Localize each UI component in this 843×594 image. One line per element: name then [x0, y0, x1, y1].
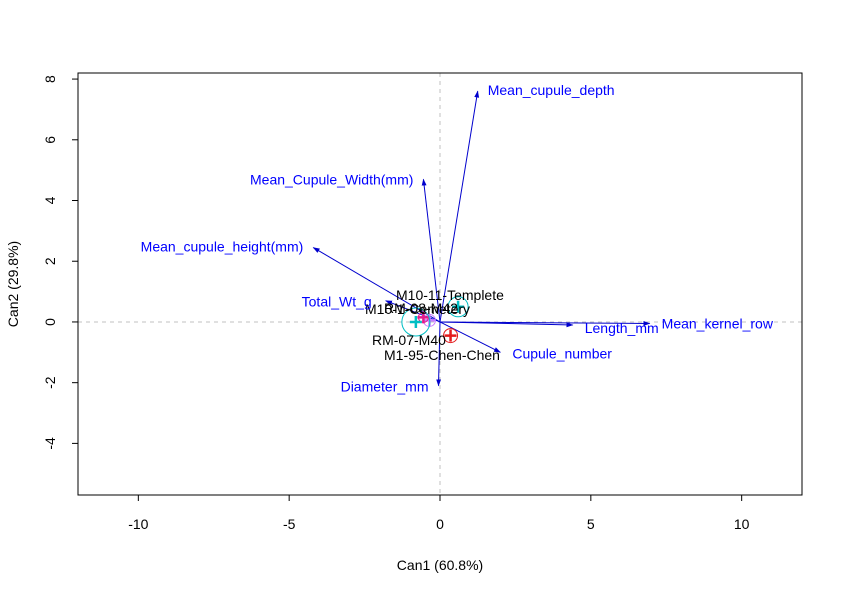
- vector-labels: Mean_cupule_depth Mean_Cupule_Width(mm) Me…: [141, 82, 774, 394]
- group-circle: [447, 296, 469, 318]
- vector-label: Mean_cupule_height(mm): [141, 239, 304, 255]
- group-label: M10-1-Cemetery: [365, 301, 470, 317]
- vector-label: Length_mm: [585, 320, 659, 336]
- variable-vectors: [312, 90, 651, 387]
- vector-arrow: [436, 321, 442, 387]
- group-center-mark: [444, 329, 457, 342]
- vector-arrow: [385, 300, 441, 323]
- group-label: RM-08-M42: [384, 300, 458, 316]
- vector-label: Diameter_mm: [341, 379, 429, 395]
- group-circle: [401, 307, 431, 337]
- vector-arrow: [312, 247, 441, 323]
- group-center-mark: [417, 311, 430, 324]
- vector-label: Mean_cupule_depth: [488, 82, 615, 98]
- y-axis-title: Can2 (29.8%): [5, 241, 21, 327]
- y-tick-label: 4: [42, 196, 58, 204]
- vector-label: Cupule_number: [512, 345, 612, 361]
- vector-label: Mean_Cupule_Width(mm): [250, 171, 413, 187]
- y-axis: -4 -2 0 2 4 6 8: [42, 75, 79, 450]
- group-center-mark: [409, 315, 422, 328]
- group-label: RM-07-M40: [372, 332, 446, 348]
- vector-arrow: [439, 321, 501, 353]
- vector-arrow: [439, 90, 480, 323]
- vector-arrow: [421, 178, 441, 323]
- x-tick-label: 5: [587, 516, 595, 532]
- y-tick-label: 0: [42, 318, 58, 326]
- group-circle: [443, 328, 459, 344]
- group-label: M1-95-Chen-Chen: [384, 347, 500, 363]
- vector-arrow: [439, 320, 651, 326]
- x-tick-label: 0: [436, 516, 444, 532]
- y-tick-label: 8: [42, 75, 58, 83]
- y-tick-label: -4: [42, 437, 58, 450]
- reference-lines: [78, 73, 802, 495]
- y-tick-label: 2: [42, 257, 58, 265]
- vector-label: Mean_kernel_row: [662, 315, 774, 331]
- group-label: M10-11-Templete: [396, 287, 504, 303]
- vector-label: Total_Wt_g: [302, 294, 372, 310]
- group-center-mark: [452, 300, 465, 313]
- x-tick-label: 10: [734, 516, 750, 532]
- x-axis: -10 -5 0 5 10: [128, 494, 750, 532]
- group-markers: [401, 296, 469, 344]
- x-axis-title: Can1 (60.8%): [397, 557, 483, 573]
- y-tick-label: -2: [42, 376, 58, 389]
- x-tick-label: -10: [128, 516, 148, 532]
- x-tick-label: -5: [283, 516, 296, 532]
- y-tick-label: 6: [42, 136, 58, 144]
